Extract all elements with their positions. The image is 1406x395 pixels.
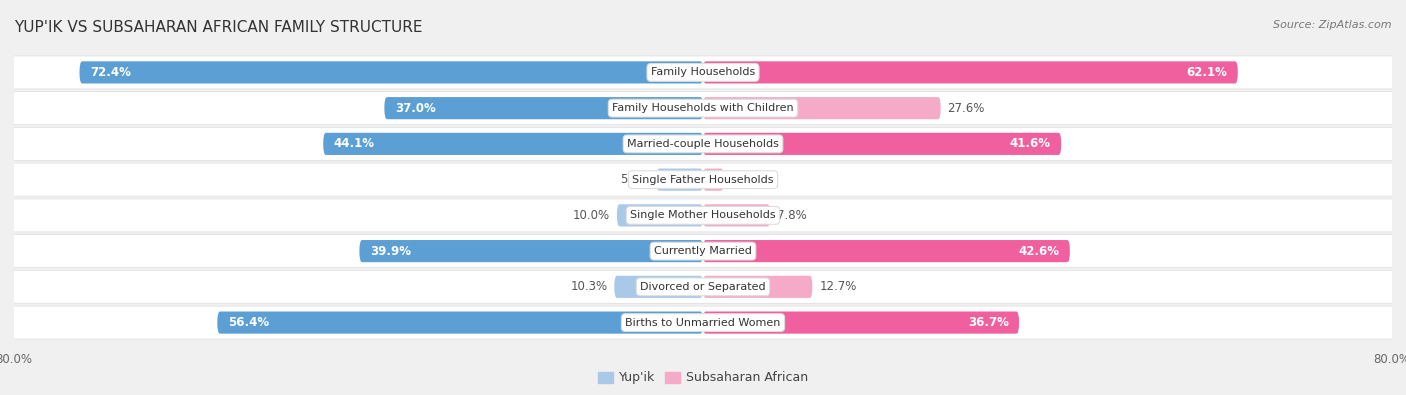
FancyBboxPatch shape	[703, 133, 1062, 155]
FancyBboxPatch shape	[703, 312, 1019, 334]
FancyBboxPatch shape	[6, 270, 1400, 304]
Text: Currently Married: Currently Married	[654, 246, 752, 256]
FancyBboxPatch shape	[657, 169, 703, 191]
FancyBboxPatch shape	[703, 169, 724, 191]
FancyBboxPatch shape	[10, 199, 1396, 231]
FancyBboxPatch shape	[10, 271, 1396, 303]
Text: 72.4%: 72.4%	[90, 66, 131, 79]
FancyBboxPatch shape	[614, 276, 703, 298]
Text: Family Households: Family Households	[651, 68, 755, 77]
FancyBboxPatch shape	[6, 56, 1400, 89]
FancyBboxPatch shape	[6, 127, 1400, 161]
Text: 44.1%: 44.1%	[333, 137, 374, 150]
Text: 41.6%: 41.6%	[1010, 137, 1050, 150]
Text: 10.3%: 10.3%	[571, 280, 607, 293]
FancyBboxPatch shape	[703, 240, 1070, 262]
FancyBboxPatch shape	[10, 92, 1396, 124]
FancyBboxPatch shape	[703, 61, 1237, 83]
FancyBboxPatch shape	[218, 312, 703, 334]
FancyBboxPatch shape	[10, 56, 1396, 88]
Text: 62.1%: 62.1%	[1187, 66, 1227, 79]
Text: Births to Unmarried Women: Births to Unmarried Women	[626, 318, 780, 327]
Text: 10.0%: 10.0%	[572, 209, 610, 222]
Text: 39.9%: 39.9%	[370, 245, 411, 258]
FancyBboxPatch shape	[6, 199, 1400, 232]
FancyBboxPatch shape	[10, 235, 1396, 267]
FancyBboxPatch shape	[6, 163, 1400, 196]
Text: Single Mother Households: Single Mother Households	[630, 211, 776, 220]
Text: 56.4%: 56.4%	[228, 316, 269, 329]
Text: 2.4%: 2.4%	[731, 173, 761, 186]
FancyBboxPatch shape	[703, 276, 813, 298]
Text: 37.0%: 37.0%	[395, 102, 436, 115]
FancyBboxPatch shape	[360, 240, 703, 262]
Text: 36.7%: 36.7%	[967, 316, 1008, 329]
Text: 42.6%: 42.6%	[1018, 245, 1060, 258]
Text: Married-couple Households: Married-couple Households	[627, 139, 779, 149]
FancyBboxPatch shape	[10, 164, 1396, 196]
FancyBboxPatch shape	[6, 234, 1400, 268]
FancyBboxPatch shape	[323, 133, 703, 155]
FancyBboxPatch shape	[703, 204, 770, 226]
Text: Single Father Households: Single Father Households	[633, 175, 773, 184]
FancyBboxPatch shape	[384, 97, 703, 119]
FancyBboxPatch shape	[10, 128, 1396, 160]
Text: Divorced or Separated: Divorced or Separated	[640, 282, 766, 292]
FancyBboxPatch shape	[703, 97, 941, 119]
FancyBboxPatch shape	[617, 204, 703, 226]
Legend: Yup'ik, Subsaharan African: Yup'ik, Subsaharan African	[592, 367, 814, 389]
FancyBboxPatch shape	[6, 91, 1400, 125]
Text: Family Households with Children: Family Households with Children	[612, 103, 794, 113]
Text: 27.6%: 27.6%	[948, 102, 986, 115]
FancyBboxPatch shape	[10, 307, 1396, 339]
Text: 12.7%: 12.7%	[820, 280, 856, 293]
Text: YUP'IK VS SUBSAHARAN AFRICAN FAMILY STRUCTURE: YUP'IK VS SUBSAHARAN AFRICAN FAMILY STRU…	[14, 20, 423, 35]
FancyBboxPatch shape	[6, 306, 1400, 339]
FancyBboxPatch shape	[80, 61, 703, 83]
Text: 7.8%: 7.8%	[778, 209, 807, 222]
Text: Source: ZipAtlas.com: Source: ZipAtlas.com	[1274, 20, 1392, 30]
Text: 5.4%: 5.4%	[620, 173, 650, 186]
